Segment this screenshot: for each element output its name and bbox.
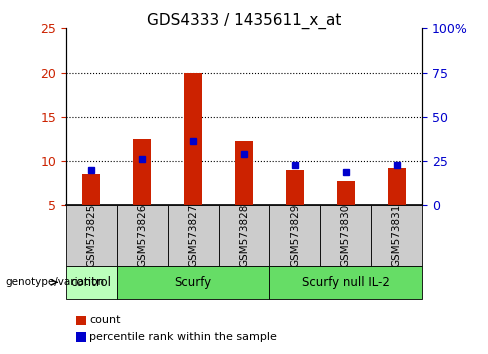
Text: count: count: [89, 315, 121, 325]
Bar: [117, 205, 168, 266]
Text: GDS4333 / 1435611_x_at: GDS4333 / 1435611_x_at: [147, 12, 341, 29]
Text: GSM573828: GSM573828: [239, 204, 249, 267]
Bar: [219, 205, 269, 266]
Text: Scurfy: Scurfy: [175, 276, 212, 289]
Text: GSM573831: GSM573831: [392, 204, 402, 267]
Text: GSM573829: GSM573829: [290, 204, 300, 267]
Bar: [117, 266, 269, 299]
Bar: [184, 73, 202, 205]
Bar: [337, 181, 355, 205]
Bar: [82, 175, 100, 205]
Bar: [371, 205, 422, 266]
Bar: [269, 205, 320, 266]
Text: GSM573826: GSM573826: [137, 204, 147, 267]
Bar: [66, 205, 117, 266]
Text: control: control: [71, 276, 112, 289]
Bar: [286, 170, 304, 205]
Bar: [168, 205, 219, 266]
Bar: [320, 205, 371, 266]
Text: Scurfy null IL-2: Scurfy null IL-2: [302, 276, 390, 289]
Text: GSM573830: GSM573830: [341, 204, 351, 267]
Bar: [133, 139, 151, 205]
Text: percentile rank within the sample: percentile rank within the sample: [89, 332, 277, 342]
Bar: [388, 168, 406, 205]
Text: genotype/variation: genotype/variation: [5, 277, 104, 287]
Text: GSM573827: GSM573827: [188, 204, 198, 267]
Bar: [235, 141, 253, 205]
Bar: [66, 266, 117, 299]
Text: GSM573825: GSM573825: [86, 204, 96, 267]
Bar: [269, 266, 422, 299]
